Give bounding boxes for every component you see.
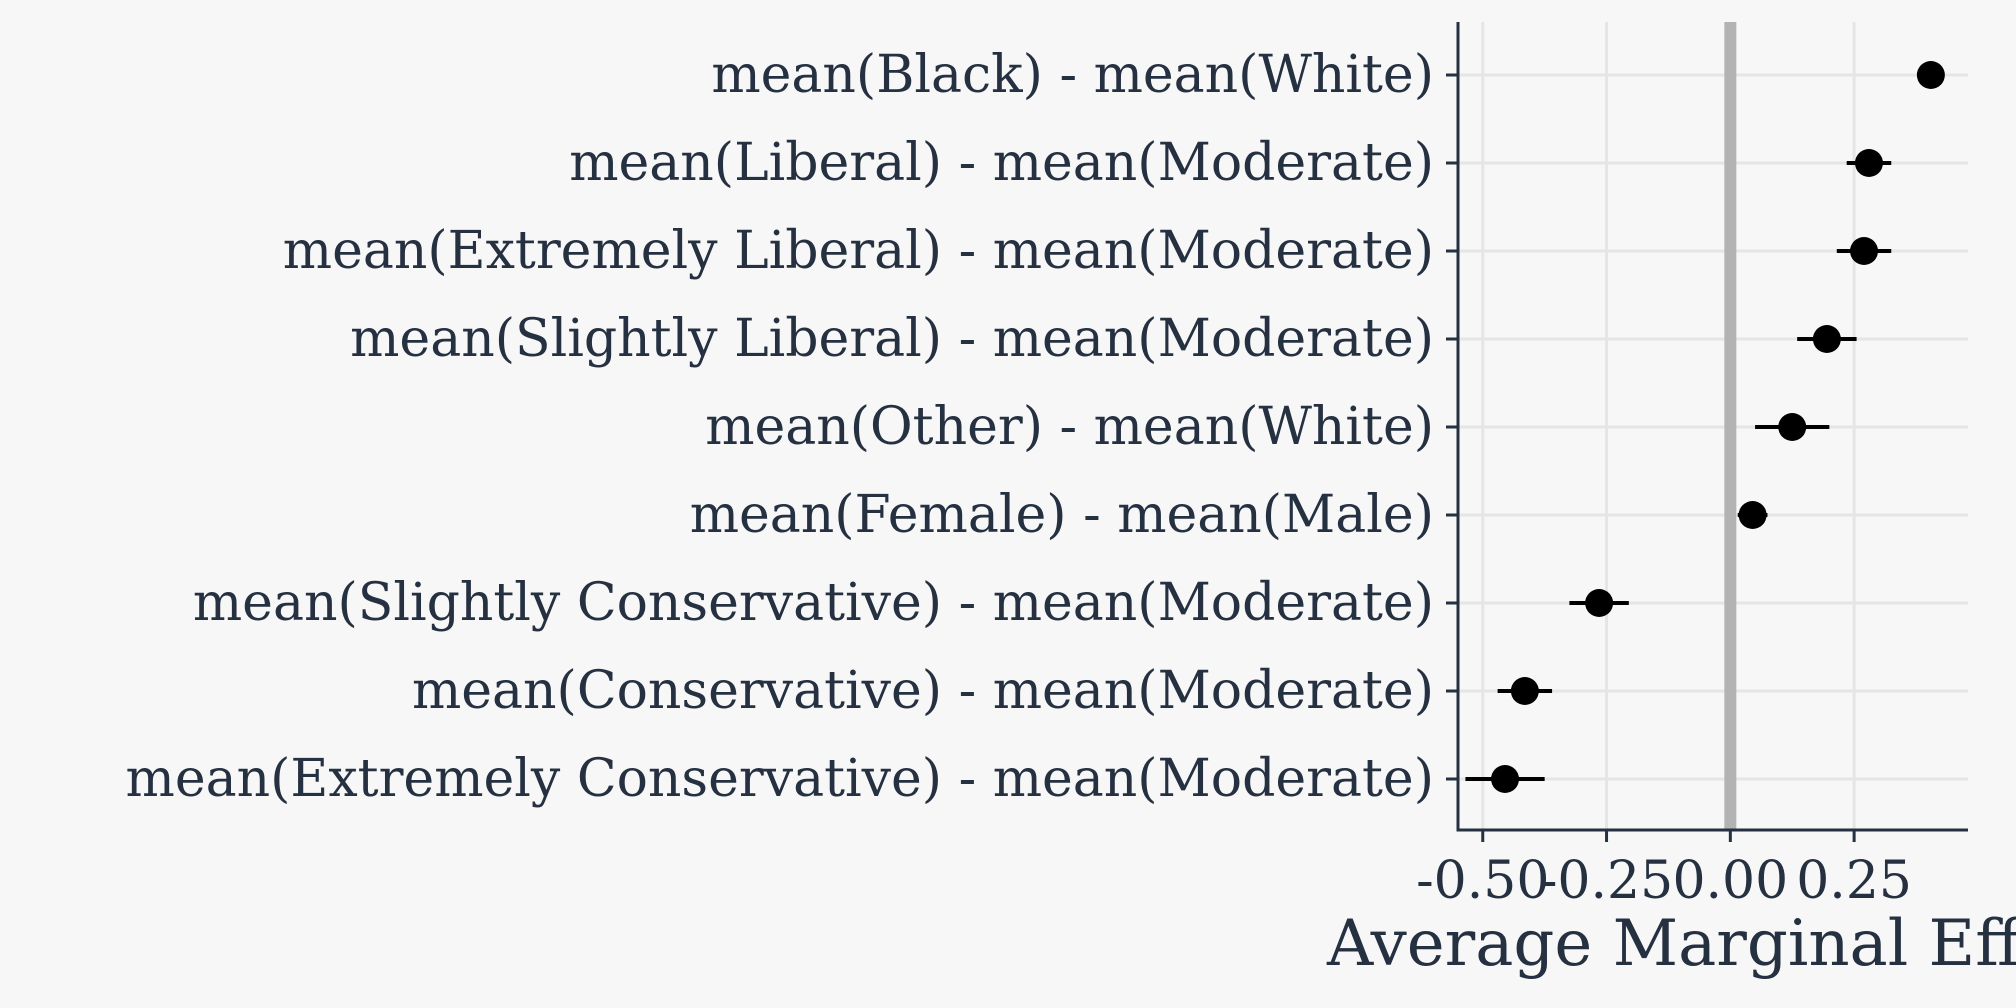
term-label: mean(Female) - mean(Male) — [690, 485, 1434, 545]
point-estimate — [1738, 501, 1767, 529]
point-estimate — [1850, 237, 1879, 265]
axes — [1446, 22, 1968, 842]
x-tick-label: 0.25 — [1796, 851, 1912, 911]
x-tick-label: 0.00 — [1672, 851, 1788, 911]
point-estimate — [1491, 765, 1520, 793]
horizontal-gridlines — [1458, 73, 1968, 781]
point-estimate — [1510, 677, 1539, 705]
term-label: mean(Slightly Conservative) - mean(Moder… — [193, 573, 1434, 633]
x-axis-title: Average Marginal Effect — [1326, 907, 2016, 981]
estimates-with-intervals — [1465, 61, 1945, 793]
x-tick-labels: -0.50-0.25 0.00 0.25 — [1416, 851, 1912, 911]
x-tick-label: -0.25 — [1540, 851, 1673, 911]
term-label: mean(Black) - mean(White) — [711, 45, 1434, 105]
term-label: mean(Conservative) - mean(Moderate) — [412, 661, 1434, 721]
point-estimate — [1812, 325, 1841, 353]
point-estimate — [1778, 413, 1807, 441]
point-estimate — [1585, 589, 1614, 617]
term-label: mean(Extremely Conservative) - mean(Mode… — [126, 749, 1434, 809]
point-estimate — [1916, 61, 1945, 89]
term-label: mean(Liberal) - mean(Moderate) — [569, 133, 1434, 193]
point-estimate — [1854, 149, 1883, 177]
axis-lines — [1456, 22, 1968, 832]
term-labels: mean(Black) - mean(White) mean(Liberal) -… — [126, 45, 1434, 809]
term-label: mean(Other) - mean(White) — [705, 397, 1434, 457]
term-label: mean(Extremely Liberal) - mean(Moderate) — [283, 221, 1434, 281]
term-label: mean(Slightly Liberal) - mean(Moderate) — [350, 309, 1434, 369]
x-tick-label: -0.50 — [1416, 851, 1549, 911]
